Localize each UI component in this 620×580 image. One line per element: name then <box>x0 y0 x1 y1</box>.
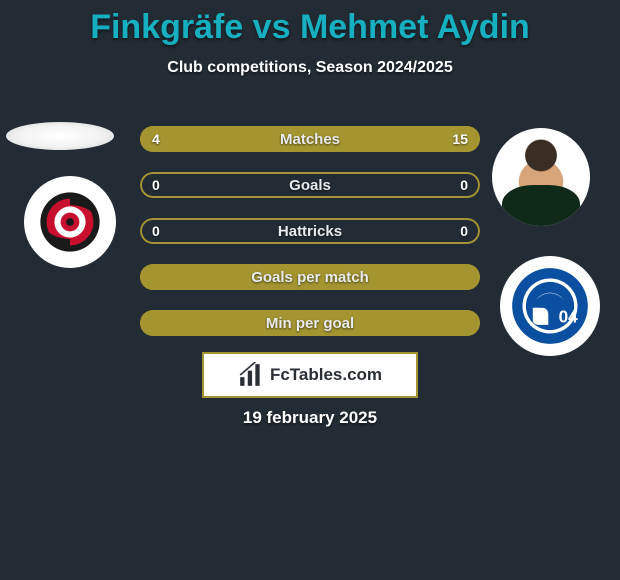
bar-row: Min per goal <box>140 310 480 336</box>
bar-row: Goals per match <box>140 264 480 290</box>
bar-row: 415Matches <box>140 126 480 152</box>
barchart-icon <box>238 362 264 388</box>
club-left-badge <box>24 176 116 268</box>
date-text: 19 february 2025 <box>0 408 620 428</box>
bar-label: Goals <box>140 172 480 198</box>
bar-label: Min per goal <box>140 310 480 336</box>
comparison-bars: 415Matches 00Goals 00Hattricks Goals per ma… <box>140 126 480 356</box>
subtitle: Club competitions, Season 2024/2025 <box>0 59 620 77</box>
page-title: Finkgräfe vs Mehmet Aydin <box>0 0 620 47</box>
player-left-avatar <box>6 122 114 150</box>
source-logo: FcTables.com <box>202 352 418 398</box>
bar-label: Matches <box>140 126 480 152</box>
schalke-icon: 04 <box>507 263 593 349</box>
player-right-avatar <box>492 128 590 226</box>
bar-label: Hattricks <box>140 218 480 244</box>
jersey-icon <box>502 185 580 226</box>
logo-text: FcTables.com <box>270 365 382 385</box>
bar-row: 00Hattricks <box>140 218 480 244</box>
bar-label: Goals per match <box>140 264 480 290</box>
svg-text:04: 04 <box>559 306 579 326</box>
hurricane-icon <box>31 183 109 261</box>
bar-row: 00Goals <box>140 172 480 198</box>
club-right-badge: 04 <box>500 256 600 356</box>
